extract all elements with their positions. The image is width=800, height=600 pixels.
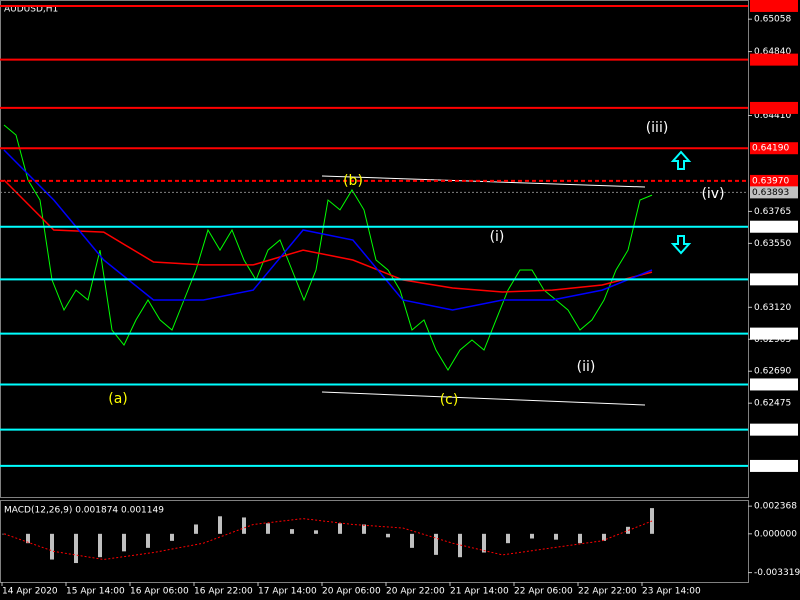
x-tick-label: 22 Apr 06:00	[514, 587, 573, 597]
wave-label: (iii)	[646, 120, 669, 136]
wave-label: (c)	[440, 392, 459, 408]
histogram-bar	[338, 523, 342, 534]
histogram-bar	[242, 517, 246, 534]
x-tick-label: 23 Apr 14:00	[642, 587, 701, 597]
level-label: 0.63970	[752, 176, 789, 186]
histogram-bar	[218, 516, 222, 534]
chart-title: AUDUSD,H1	[4, 5, 58, 15]
histogram-bar	[74, 533, 78, 564]
histogram-bar	[506, 533, 510, 544]
y-tick-label: -0.003319	[754, 568, 800, 578]
histogram-bar	[314, 530, 318, 534]
macd-frame	[0, 500, 749, 583]
last-price-box	[750, 186, 798, 199]
x-tick-label: 15 Apr 14:00	[66, 587, 125, 597]
macd-title: MACD(12,26,9) 0.001874 0.001149	[4, 506, 164, 516]
histogram-bar	[122, 533, 126, 552]
signal-line	[3, 518, 653, 561]
trend-line	[321, 391, 646, 406]
histogram-bar	[362, 524, 366, 534]
level-label-box	[750, 0, 798, 12]
y-tick-label: 0.65058	[754, 15, 791, 25]
x-tick-label: 16 Apr 22:00	[194, 587, 253, 597]
histogram-bar	[50, 533, 54, 560]
up-arrow	[670, 150, 692, 170]
level-label-box	[750, 459, 798, 472]
histogram-bar	[410, 533, 414, 548]
y-tick-label: 0.63120	[754, 303, 791, 313]
down-arrow	[670, 235, 692, 255]
level-label-box	[750, 273, 798, 286]
y-tick-label: 0.64410	[754, 111, 791, 121]
histogram-bar	[530, 533, 534, 539]
x-tick-label: 20 Apr 22:00	[386, 587, 445, 597]
histogram-bar	[578, 533, 582, 544]
histogram-bar	[626, 526, 630, 534]
x-tick-label: 20 Apr 06:00	[322, 587, 381, 597]
y-tick-label: 0.63765	[754, 207, 791, 217]
histogram-bar	[146, 533, 150, 548]
y-tick-label: 0.62905	[754, 335, 791, 345]
level-label: 0.64190	[752, 144, 789, 154]
y-tick-label: 0.63550	[754, 239, 791, 249]
histogram-bar	[650, 508, 654, 534]
price-line	[3, 179, 653, 293]
level-label-box	[750, 174, 798, 187]
level-label-box	[750, 327, 798, 340]
y-tick-label: 0.002368	[754, 502, 797, 512]
wave-label: (b)	[343, 173, 363, 189]
histogram-bar	[170, 533, 174, 541]
level-label-box	[750, 378, 798, 391]
level-label-box	[750, 142, 798, 155]
y-tick-label: 0.64840	[754, 47, 791, 57]
wave-label: (a)	[108, 391, 128, 407]
histogram-bar	[458, 533, 462, 558]
level-label-box	[750, 53, 798, 66]
x-tick-label: 17 Apr 14:00	[258, 587, 317, 597]
histogram-bar	[434, 533, 438, 555]
histogram-bar	[290, 529, 294, 534]
x-tick-label: 14 Apr 2020	[2, 587, 58, 597]
level-label-box	[750, 220, 798, 233]
y-tick-label: 0.62475	[754, 399, 791, 409]
wave-label: (i)	[490, 229, 505, 245]
last-price-label: 0.63893	[752, 188, 789, 198]
histogram-bar	[266, 523, 270, 534]
histogram-bar	[482, 533, 486, 553]
x-tick-label: 16 Apr 06:00	[130, 587, 189, 597]
price-line	[3, 149, 653, 311]
y-tick-label: 0.000000	[754, 529, 797, 539]
x-tick-label: 22 Apr 22:00	[578, 587, 637, 597]
histogram-bar	[26, 533, 30, 544]
histogram-bar	[386, 533, 390, 538]
level-label-box	[750, 101, 798, 114]
y-tick-label: 0.62690	[754, 367, 791, 377]
x-tick-label: 21 Apr 14:00	[450, 587, 509, 597]
histogram-bar	[98, 533, 102, 558]
level-label-box	[750, 423, 798, 436]
histogram-bar	[554, 533, 558, 540]
wave-label: (ii)	[577, 359, 596, 375]
wave-label: (iv)	[701, 186, 724, 202]
main-frame	[0, 0, 749, 498]
histogram-bar	[602, 533, 606, 541]
histogram-bar	[194, 524, 198, 534]
